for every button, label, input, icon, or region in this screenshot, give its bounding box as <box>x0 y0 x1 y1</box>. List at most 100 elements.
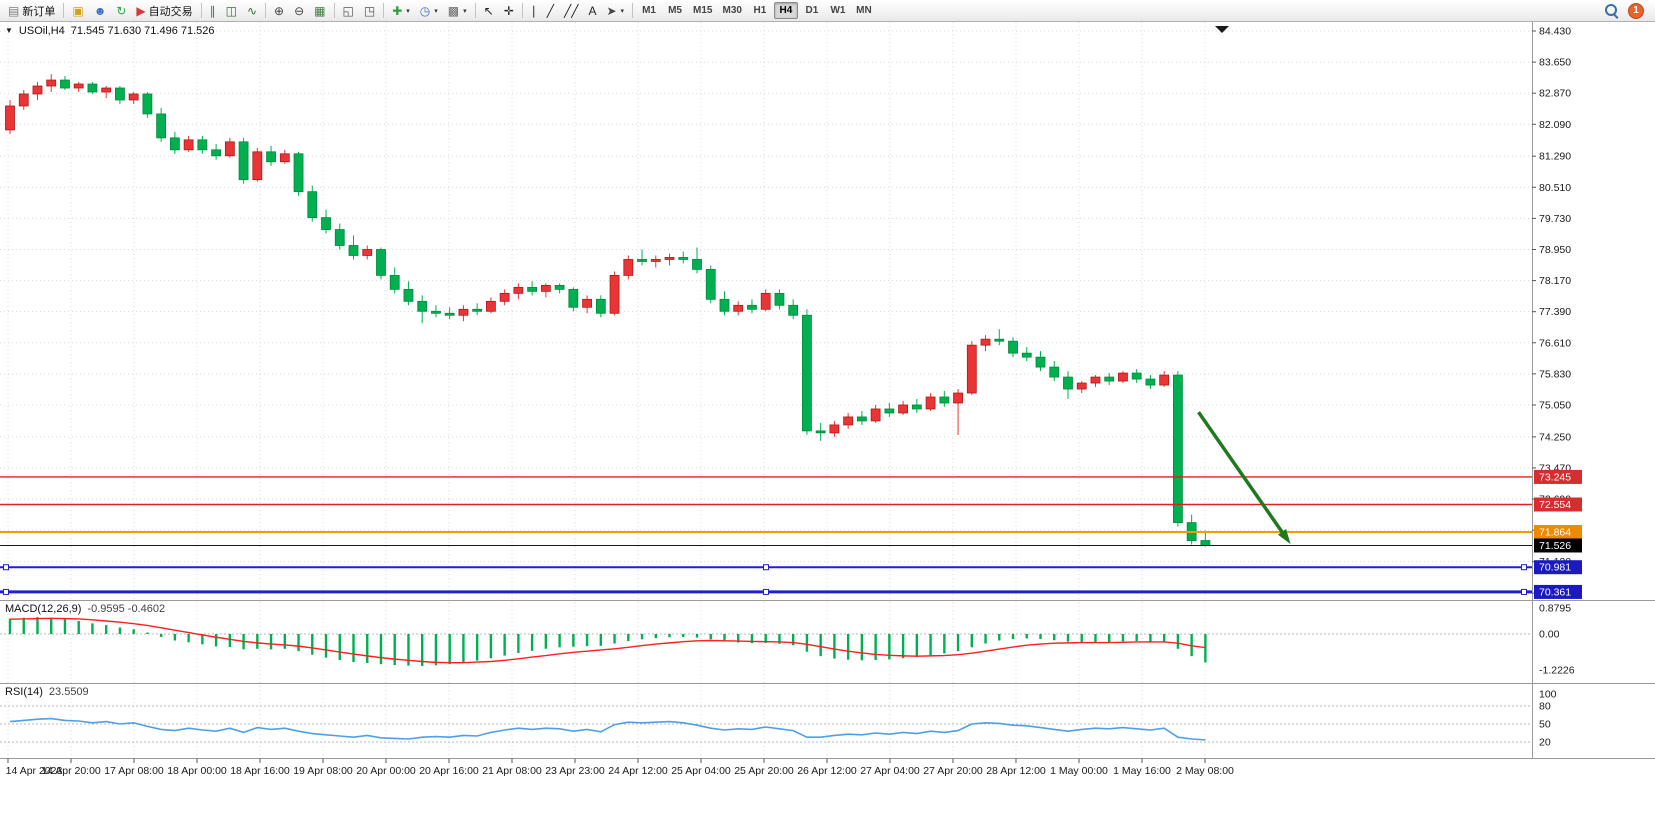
text-label-icon[interactable]: A <box>583 1 601 21</box>
macd-title: MACD(12,26,9) <box>5 603 82 615</box>
line-handle[interactable] <box>3 588 9 595</box>
equidistant-channel-icon: ╱╱ <box>563 3 579 18</box>
zoom-out-icon: ⊖ <box>294 3 305 18</box>
candle <box>211 149 222 157</box>
candlestick-chart-icon[interactable]: ◫ <box>221 1 242 21</box>
candle <box>1145 378 1156 386</box>
support-line-orange-badge: 71.864 <box>1534 525 1582 540</box>
trendline-icon[interactable]: ╱ <box>542 1 559 21</box>
support-line-blue-1[interactable] <box>0 564 1532 571</box>
candle <box>609 275 620 314</box>
timeframe-M15[interactable]: M15 <box>689 2 716 19</box>
candle <box>1200 540 1211 546</box>
candle <box>540 284 551 292</box>
notification-badge[interactable]: 1 <box>1628 2 1644 19</box>
search-icon[interactable] <box>1604 3 1619 18</box>
support-line-blue-2[interactable] <box>0 588 1532 595</box>
svg-text:72.554: 72.554 <box>1539 499 1571 511</box>
template-icon[interactable]: ▩ ▾ <box>443 1 472 21</box>
timeframe-D1[interactable]: D1 <box>800 2 824 19</box>
grid <box>0 22 1532 758</box>
line-handle[interactable] <box>1521 564 1527 571</box>
candle <box>252 151 263 181</box>
market-watch-icon[interactable]: ☻ <box>89 1 112 21</box>
autotrade-button[interactable]: ▶ 自动交易 <box>131 1 197 21</box>
chevron-down-icon[interactable]: ▾ <box>434 7 438 15</box>
chevron-down-icon[interactable]: ▾ <box>406 7 410 15</box>
candle <box>788 304 799 316</box>
new-order-button[interactable]: ▤ 新订单 <box>3 1 60 21</box>
add-indicator-icon[interactable]: ✚ ▾ <box>387 1 415 21</box>
line-handle[interactable] <box>3 564 9 571</box>
equidistant-channel-icon[interactable]: ╱╱ <box>559 1 583 21</box>
price-axis-label: 82.090 <box>1539 119 1571 131</box>
period-icon[interactable]: ◷ ▾ <box>415 1 443 21</box>
line-handle[interactable] <box>763 564 769 571</box>
text-label-icon: A <box>588 3 597 18</box>
macd-signal-line <box>9 617 1206 664</box>
candle <box>183 139 194 151</box>
price-axis-label: 84.430 <box>1539 26 1571 38</box>
candle <box>939 396 950 404</box>
candle <box>595 298 606 314</box>
toolbar-separator <box>383 3 385 18</box>
cursor-icon[interactable]: ↖ <box>479 1 499 21</box>
candle <box>1173 374 1183 523</box>
price-chart[interactable]: 84.430 83.650 82.870 82.090 81.290 80.510 79.7… <box>0 22 1655 826</box>
candle <box>1035 356 1046 368</box>
candle <box>73 83 84 89</box>
timeframe-H4[interactable]: H4 <box>773 2 798 19</box>
candle <box>348 245 359 256</box>
vertical-line-icon[interactable]: ∣ <box>526 1 542 21</box>
down-arrow-annotation[interactable] <box>1197 411 1291 545</box>
timeframe-H1[interactable]: H1 <box>748 2 772 19</box>
candle <box>32 85 43 95</box>
symbol-dropdown-icon[interactable]: ▼ <box>5 26 13 35</box>
timeframe-W1[interactable]: W1 <box>826 2 850 19</box>
current-price-line-badge: 71.526 <box>1534 538 1582 553</box>
cascade-windows-icon[interactable]: ◳ <box>359 1 380 21</box>
rsi-title: RSI(14) <box>5 686 43 698</box>
macd-axis-label: 0.8795 <box>1539 603 1571 615</box>
charts-icon: ▣ <box>72 3 84 18</box>
crosshair-icon[interactable]: ✛ <box>499 1 519 21</box>
candle <box>458 308 469 316</box>
chevron-down-icon[interactable]: ▾ <box>620 7 625 15</box>
line-chart-icon[interactable]: ∿ <box>242 1 262 21</box>
charts-icon[interactable]: ▣ <box>67 1 88 21</box>
line-handle[interactable] <box>763 588 769 595</box>
navigator-icon[interactable]: ↻ <box>111 1 131 21</box>
candle <box>499 292 510 302</box>
zoom-out-icon[interactable]: ⊖ <box>289 1 309 21</box>
arrows-shapes-icon[interactable]: ➤ ▾ <box>601 1 629 21</box>
candle <box>389 275 400 290</box>
candle <box>431 310 441 314</box>
zoom-in-icon[interactable]: ⊕ <box>269 1 289 21</box>
candle <box>966 344 977 394</box>
bar-chart-icon[interactable]: ∥ <box>205 1 221 21</box>
template-icon: ▩ <box>447 3 460 18</box>
chevron-down-icon[interactable]: ▾ <box>463 7 467 15</box>
arrange-windows-icon[interactable]: ◱ <box>338 1 359 21</box>
line-handle[interactable] <box>1521 588 1527 595</box>
candle <box>101 87 112 93</box>
candle <box>1118 372 1128 382</box>
tile-windows-icon: ▦ <box>314 3 326 18</box>
timeframe-M30[interactable]: M30 <box>718 2 745 19</box>
candle <box>513 286 524 294</box>
candle <box>760 292 771 310</box>
candle <box>18 93 29 107</box>
candle <box>664 257 675 260</box>
candle <box>60 79 70 89</box>
timeframe-MN[interactable]: MN <box>852 2 876 19</box>
tile-windows-icon[interactable]: ▦ <box>309 1 330 21</box>
timeframe-M1[interactable]: M1 <box>637 2 661 19</box>
chart-shift-marker[interactable] <box>1215 26 1229 33</box>
rsi-axis-label: 100 <box>1539 689 1557 701</box>
toolbar-separator <box>200 3 202 18</box>
timeframe-M5[interactable]: M5 <box>663 2 687 19</box>
navigator-icon: ↻ <box>116 3 127 18</box>
toolbar-button-group: ▤ 新订单 ▣ ☻ ↻ ▶ 自动交易 ∥ ◫ ∿ ⊕ ⊖ ▦ ◱ ◳ ✚ ▾ ◷ ▾ ▩ ▾ ↖ ✛ ∣ ╱ ╱╱ A ➤ ▾ <box>3 0 636 21</box>
price-axis[interactable] <box>1532 22 1655 826</box>
